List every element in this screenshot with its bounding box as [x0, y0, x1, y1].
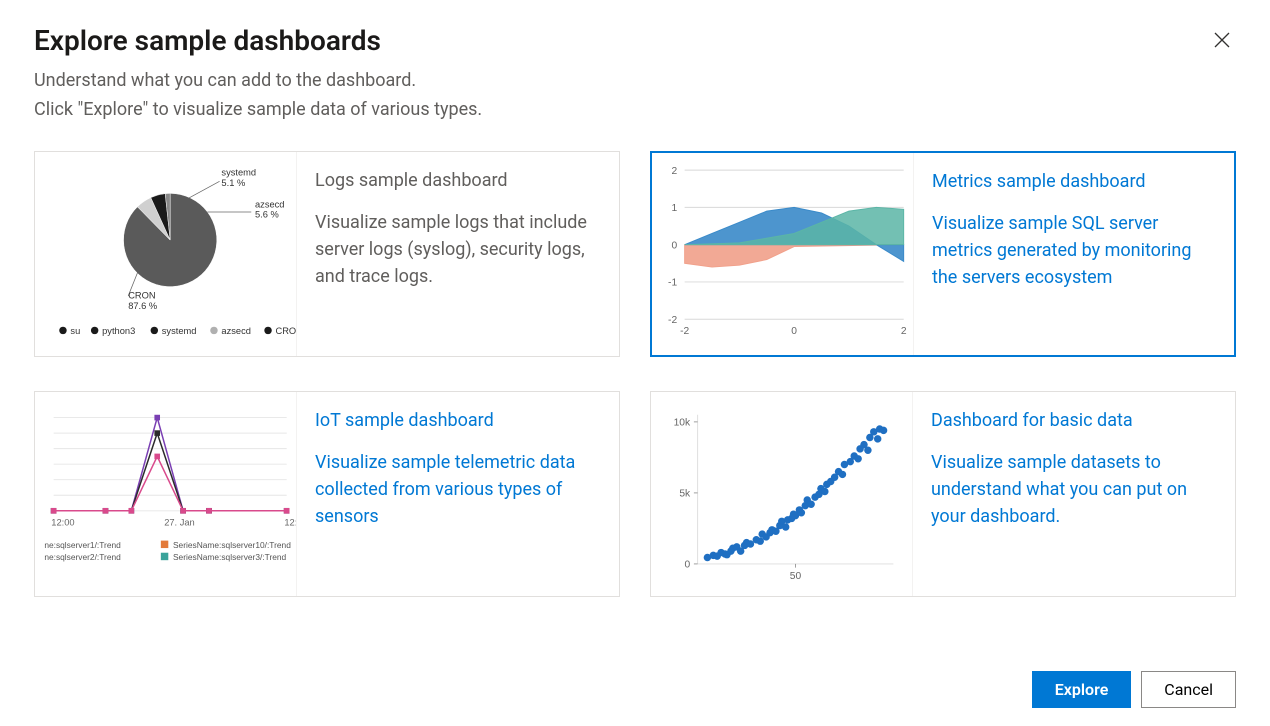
svg-text:12:00: 12:00	[284, 517, 296, 527]
svg-text:0: 0	[791, 326, 797, 337]
svg-text:SeriesName:sqlserver3/:Trend: SeriesName:sqlserver3/:Trend	[173, 552, 287, 562]
svg-text:su: su	[70, 326, 80, 336]
svg-text:python3: python3	[102, 326, 135, 336]
card-basic[interactable]: 0 5k 10k 50 Dashboard for basic data Visual…	[650, 391, 1236, 597]
card-iot[interactable]: 12:00 27. Jan 12:00 ne:sqlserver1/:Trend ne:…	[34, 391, 620, 597]
svg-text:27. Jan: 27. Jan	[164, 517, 195, 527]
svg-text:1: 1	[671, 203, 677, 214]
svg-text:87.6 %: 87.6 %	[128, 301, 157, 311]
svg-text:5.1 %: 5.1 %	[221, 178, 245, 188]
close-icon[interactable]	[1206, 28, 1238, 57]
explore-button[interactable]: Explore	[1032, 671, 1132, 708]
page-title: Explore sample dashboards	[34, 24, 381, 57]
svg-text:5k: 5k	[679, 488, 691, 499]
card-title: Logs sample dashboard	[315, 170, 601, 191]
dialog-footer: Explore Cancel	[1032, 671, 1236, 708]
page-subtitle: Understand what you can add to the dashb…	[34, 67, 1236, 125]
card-desc: Visualize sample logs that include serve…	[315, 209, 601, 290]
svg-text:CRON: CRON	[128, 290, 155, 300]
iot-thumbnail: 12:00 27. Jan 12:00 ne:sqlserver1/:Trend ne:…	[35, 392, 297, 596]
svg-text:5.6 %: 5.6 %	[255, 209, 279, 219]
svg-text:50: 50	[790, 570, 802, 581]
svg-text:ne:sqlserver2/:Trend: ne:sqlserver2/:Trend	[44, 552, 121, 562]
cancel-button[interactable]: Cancel	[1141, 671, 1236, 708]
card-desc: Visualize sample telemetric data collect…	[315, 449, 601, 530]
svg-text:2: 2	[901, 326, 907, 337]
card-logs[interactable]: systemd5.1 %azsecd5.6 %CRON87.6 %supytho…	[34, 151, 620, 357]
card-desc: Visualize sample datasets to understand …	[931, 449, 1217, 530]
svg-text:10k: 10k	[674, 417, 691, 428]
card-desc: Visualize sample SQL server metrics gene…	[932, 210, 1216, 291]
svg-text:CRO: CRO	[275, 326, 296, 336]
card-title: Metrics sample dashboard	[932, 171, 1216, 192]
metrics-thumbnail: -2 -1 0 1 2 -2 0 2	[652, 153, 914, 355]
svg-text:-2: -2	[680, 326, 689, 337]
svg-text:-2: -2	[668, 315, 677, 326]
subtitle-line: Understand what you can add to the dashb…	[34, 70, 416, 91]
svg-text:azsecd: azsecd	[221, 326, 251, 336]
card-title: Dashboard for basic data	[931, 410, 1217, 431]
svg-text:-1: -1	[668, 277, 677, 288]
logs-thumbnail: systemd5.1 %azsecd5.6 %CRON87.6 %supytho…	[35, 152, 297, 356]
svg-text:SeriesName:sqlserver10/:Trend: SeriesName:sqlserver10/:Trend	[173, 540, 291, 550]
svg-text:systemd: systemd	[162, 326, 197, 336]
svg-text:systemd: systemd	[221, 167, 256, 177]
card-title: IoT sample dashboard	[315, 410, 601, 431]
subtitle-line: Click "Explore" to visualize sample data…	[34, 99, 482, 120]
svg-text:0: 0	[671, 240, 677, 251]
svg-text:azsecd: azsecd	[255, 199, 285, 209]
svg-text:0: 0	[684, 559, 690, 570]
svg-text:2: 2	[671, 165, 677, 176]
basic-thumbnail: 0 5k 10k 50	[651, 392, 913, 596]
svg-text:ne:sqlserver1/:Trend: ne:sqlserver1/:Trend	[44, 540, 121, 550]
card-metrics[interactable]: -2 -1 0 1 2 -2 0 2 Metrics sample dashboard Vis…	[650, 151, 1236, 357]
cards-grid: systemd5.1 %azsecd5.6 %CRON87.6 %supytho…	[34, 151, 1236, 597]
svg-text:12:00: 12:00	[51, 517, 74, 527]
